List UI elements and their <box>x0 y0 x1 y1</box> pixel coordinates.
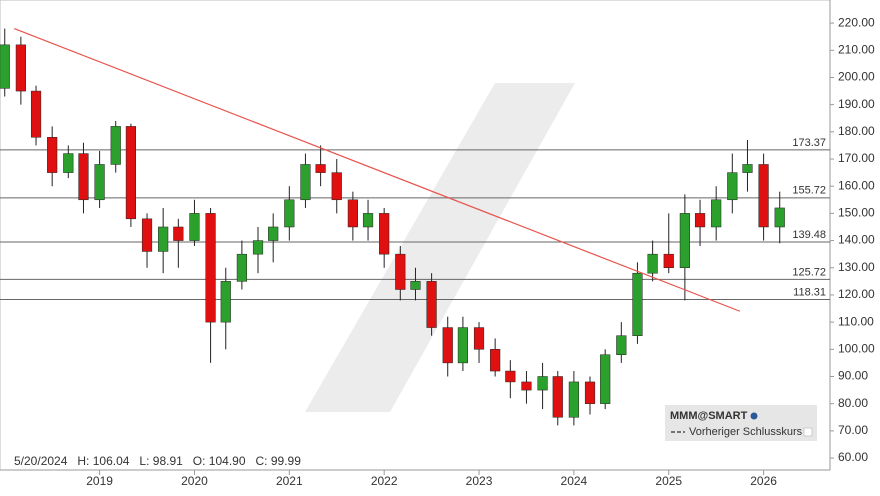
level-label: 155.72 <box>792 185 826 197</box>
candle-body <box>616 335 627 355</box>
candle-body <box>0 44 10 89</box>
candle-body <box>442 327 453 364</box>
trend-line <box>14 27 741 312</box>
level-label: 139.48 <box>792 229 826 241</box>
level-label: 125.72 <box>792 266 826 278</box>
candle-body <box>521 381 532 391</box>
legend-checkbox[interactable] <box>803 427 813 437</box>
candle-body <box>331 172 342 201</box>
candle-body <box>94 164 105 201</box>
candle-body <box>252 240 264 255</box>
legend-symbol: MMM@SMART <box>670 410 748 422</box>
candle-body <box>774 207 785 228</box>
candle-body <box>300 164 311 201</box>
candle-body <box>552 376 563 418</box>
y-tick-label: 160.00 <box>838 178 875 192</box>
candle-body <box>189 213 200 241</box>
level-label: 173.37 <box>792 137 826 149</box>
candle-body <box>663 253 674 269</box>
candle-body <box>584 381 596 404</box>
candle-body <box>268 226 279 241</box>
x-tick-label: 2024 <box>561 474 588 488</box>
candle-body <box>173 226 184 241</box>
candle-body <box>711 199 722 228</box>
candle-body <box>694 213 706 228</box>
candle-body <box>236 253 247 282</box>
y-tick-label: 150.00 <box>838 206 875 220</box>
x-tick-label: 2026 <box>750 474 777 488</box>
candle-body <box>362 213 374 228</box>
candle-body <box>158 226 169 252</box>
candle-body <box>473 327 485 350</box>
candle-body <box>758 164 769 228</box>
x-tick-label: 2020 <box>181 474 208 488</box>
candle-body <box>315 164 326 173</box>
x-tick-label: 2025 <box>655 474 682 488</box>
candle-body <box>110 126 121 165</box>
candle-body <box>410 281 421 290</box>
candle-body <box>63 153 74 173</box>
candle-body <box>395 253 406 290</box>
y-tick-label: 80.00 <box>838 396 868 410</box>
legend-item: Vorheriger Schlusskurs <box>689 426 803 438</box>
level-label: 118.31 <box>793 286 826 298</box>
candle-body <box>15 44 26 92</box>
candle-body <box>347 199 358 228</box>
y-tick-label: 200.00 <box>838 70 875 84</box>
candle-body <box>537 376 548 391</box>
candle-body <box>284 199 295 228</box>
candle-body <box>727 172 738 201</box>
y-tick-label: 180.00 <box>838 124 875 138</box>
candle-body <box>379 213 390 255</box>
y-tick-label: 130.00 <box>838 260 875 274</box>
candle-body <box>600 354 611 404</box>
candle-body <box>457 327 468 364</box>
watermark <box>305 83 575 412</box>
x-tick-label: 2019 <box>86 474 113 488</box>
candle-body <box>78 153 89 201</box>
y-tick-label: 170.00 <box>838 151 875 165</box>
candle-body <box>125 126 136 220</box>
legend-icon <box>750 412 758 420</box>
y-tick-label: 210.00 <box>838 42 875 56</box>
candle-body <box>30 90 42 138</box>
y-tick-label: 70.00 <box>838 423 868 437</box>
candle-body <box>505 370 516 383</box>
candle-body <box>47 137 58 173</box>
x-tick-label: 2023 <box>466 474 493 488</box>
candle-body <box>679 213 690 269</box>
y-tick-label: 100.00 <box>838 341 875 355</box>
candle-body <box>632 272 643 336</box>
y-tick-label: 90.00 <box>838 369 868 383</box>
y-tick-label: 60.00 <box>838 450 868 464</box>
candle-body <box>426 281 437 328</box>
info-text: 5/20/2024 H: 106.04 L: 98.91 O: 104.90 C… <box>14 454 301 468</box>
x-tick-label: 2021 <box>276 474 303 488</box>
candle-body <box>647 253 658 274</box>
candle-body <box>141 218 153 252</box>
y-tick-label: 190.00 <box>838 97 875 111</box>
candle-body <box>568 381 579 418</box>
y-tick-label: 110.00 <box>838 314 874 328</box>
candle-body <box>220 281 231 323</box>
candle-body <box>490 349 501 372</box>
x-tick-label: 2022 <box>371 474 398 488</box>
y-tick-label: 140.00 <box>838 233 875 247</box>
candle-body <box>742 164 753 173</box>
candle-body <box>205 213 216 323</box>
legend-box <box>665 405 817 441</box>
y-tick-label: 120.00 <box>838 287 875 301</box>
y-tick-label: 220.00 <box>838 15 875 29</box>
